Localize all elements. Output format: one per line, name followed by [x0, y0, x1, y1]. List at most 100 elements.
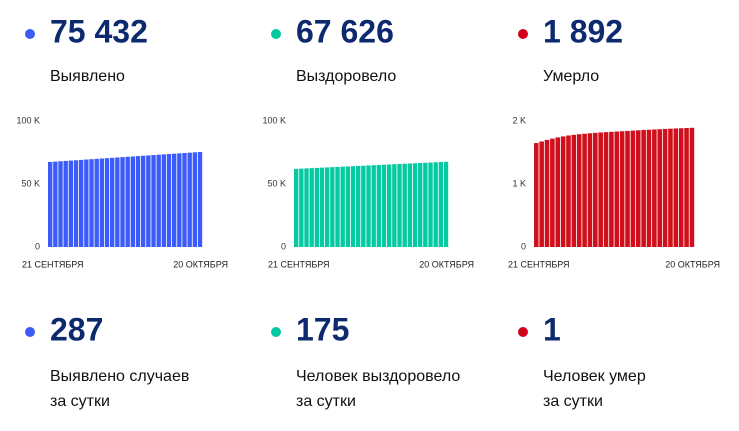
bar [566, 135, 571, 247]
bar [366, 165, 371, 247]
bar [571, 134, 577, 247]
bullet [518, 327, 528, 337]
bar [115, 157, 120, 247]
bar [141, 155, 146, 247]
bullet [25, 29, 35, 39]
bar [641, 129, 646, 247]
daily-value: 1 [543, 311, 561, 347]
daily-value: 175 [296, 311, 349, 347]
bar [630, 130, 636, 247]
bar [350, 166, 356, 247]
bullet [271, 29, 281, 39]
bar [161, 154, 167, 247]
bar [387, 164, 392, 247]
daily-label: за сутки [543, 393, 603, 410]
bar [662, 128, 668, 247]
bar [397, 163, 402, 247]
bar [625, 130, 630, 247]
bar [593, 132, 598, 247]
bar [614, 131, 620, 247]
bar [587, 133, 593, 247]
total-label: Выздоровело [296, 68, 396, 85]
bar [619, 131, 625, 247]
x-tick-label: 20 ОКТЯБРЯ [419, 259, 474, 269]
bar [684, 127, 689, 247]
y-tick-label: 100 K [262, 115, 286, 125]
bar [635, 130, 641, 247]
bar [539, 141, 544, 247]
daily-label: за сутки [50, 393, 110, 410]
bar [53, 161, 58, 247]
bar [120, 157, 125, 247]
bar [58, 161, 63, 247]
bar [407, 163, 413, 247]
total-value: 1 892 [543, 13, 623, 49]
bar [555, 137, 561, 247]
bar [376, 164, 382, 247]
bar [68, 160, 74, 247]
total-value: 67 626 [296, 13, 394, 49]
bar [678, 128, 684, 247]
bar [340, 166, 345, 247]
bar [294, 168, 299, 247]
bar [689, 127, 695, 247]
x-tick-label: 21 СЕНТЯБРЯ [22, 259, 84, 269]
y-tick-label: 0 [521, 241, 526, 251]
bar [550, 138, 555, 247]
bar [544, 139, 550, 247]
bar [345, 166, 351, 247]
bar [598, 132, 603, 247]
bar [652, 129, 657, 247]
bullet [25, 327, 35, 337]
bar [576, 134, 582, 247]
bar [433, 162, 438, 247]
y-tick-label: 0 [35, 241, 40, 251]
x-tick-label: 21 СЕНТЯБРЯ [268, 259, 330, 269]
y-tick-label: 50 K [21, 178, 40, 188]
bullet [518, 29, 528, 39]
bar [182, 152, 187, 247]
daily-value: 287 [50, 311, 103, 347]
bar [418, 163, 423, 247]
total-label: Умерло [543, 68, 599, 85]
total-label: Выявлено [50, 68, 125, 85]
bar [609, 131, 614, 247]
bar [423, 162, 428, 247]
daily-label: Человек выздоровело [296, 368, 460, 385]
bar [299, 168, 304, 247]
bar [130, 156, 136, 247]
bar [319, 167, 325, 247]
y-tick-label: 1 K [512, 178, 526, 188]
bar [146, 155, 151, 247]
bar [172, 153, 177, 247]
bar [582, 133, 587, 247]
bar [673, 128, 679, 247]
bar [603, 132, 609, 247]
bar [187, 152, 192, 247]
total-value: 75 432 [50, 13, 148, 49]
bar [309, 168, 314, 247]
bar [79, 159, 84, 247]
bar [84, 159, 89, 247]
bar [125, 156, 130, 247]
bar [94, 158, 99, 247]
x-tick-label: 20 ОКТЯБРЯ [665, 259, 720, 269]
y-tick-label: 0 [281, 241, 286, 251]
bar [646, 129, 652, 247]
bar [73, 160, 79, 247]
bar [151, 155, 156, 247]
bar [192, 152, 198, 247]
bar [428, 162, 433, 247]
daily-label: Человек умер [543, 368, 646, 385]
bar [156, 154, 161, 247]
bar [314, 167, 320, 247]
x-tick-label: 20 ОКТЯБРЯ [173, 259, 228, 269]
bar [335, 166, 340, 247]
bar [325, 167, 330, 247]
bar [412, 163, 418, 247]
bar [135, 156, 141, 247]
bar [166, 154, 172, 247]
y-tick-label: 50 K [267, 178, 286, 188]
bar [443, 161, 449, 247]
bar [104, 158, 110, 247]
